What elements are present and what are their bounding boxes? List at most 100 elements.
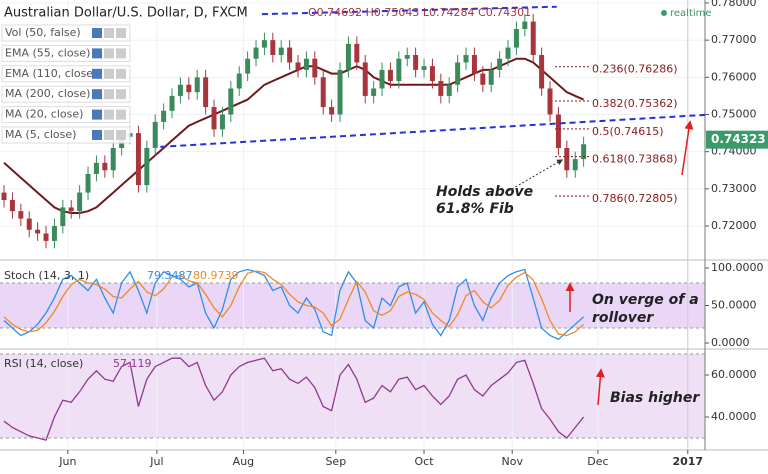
candle-body <box>169 95 175 111</box>
indicator-icon[interactable] <box>104 68 114 79</box>
fib-label: 0.236(0.76286) <box>592 63 678 76</box>
candle-body <box>497 58 503 70</box>
annotation: Bias higher <box>610 390 700 406</box>
candle-body <box>144 147 150 186</box>
candle-body <box>387 69 393 82</box>
candle-body <box>18 211 24 219</box>
fib-label: 0.618(0.73868) <box>592 153 678 166</box>
indicator-icon[interactable] <box>104 130 114 140</box>
candle-body <box>295 62 301 70</box>
candle-body <box>9 200 15 212</box>
indicator-icon[interactable] <box>92 89 102 100</box>
candle-body <box>438 81 444 96</box>
indicator-icon[interactable] <box>116 48 126 59</box>
fib-label: 0.5(0.74615) <box>592 125 664 138</box>
candle-body <box>329 107 335 115</box>
candle-body <box>421 66 427 70</box>
y-tick-label: 0.75000 <box>711 108 757 121</box>
candle-body <box>581 144 587 160</box>
candle-body <box>488 69 494 85</box>
x-tick-label: 2017 <box>672 455 703 468</box>
candle-body <box>555 114 561 148</box>
y-tick-label: 100.0000 <box>711 261 764 274</box>
y-tick-label: 40.0000 <box>711 410 757 423</box>
panel-title: RSI (14, close) <box>4 357 83 370</box>
indicator-label: Vol (50, false) <box>5 26 81 39</box>
annotation: On verge of a <box>592 292 699 308</box>
candle-body <box>245 58 251 74</box>
candle-body <box>345 43 351 70</box>
candle-body <box>152 121 158 148</box>
candle-body <box>278 47 284 56</box>
bias-arrow <box>681 120 694 176</box>
indicator-icon[interactable] <box>104 89 114 100</box>
candle-body <box>572 159 578 171</box>
indicator-icon[interactable] <box>116 28 126 38</box>
candle-body <box>43 233 49 241</box>
indicator-icon[interactable] <box>116 68 126 79</box>
indicator-icon[interactable] <box>92 48 102 59</box>
indicator-icon[interactable] <box>92 130 102 140</box>
candle-body <box>77 192 83 212</box>
candle-body <box>371 88 377 96</box>
indicator-icon[interactable] <box>92 28 102 38</box>
candle-body <box>429 66 435 82</box>
candle-body <box>102 162 108 171</box>
annotation-arrow <box>504 159 564 194</box>
indicator-label: MA (5, close) <box>5 128 76 141</box>
candle-body <box>396 58 402 82</box>
legend-value: 79.3487 <box>147 269 193 282</box>
candle-body <box>455 62 461 85</box>
last-price-tag <box>706 130 768 149</box>
indicator-icon[interactable] <box>104 28 114 38</box>
trendline <box>160 113 706 148</box>
indicator-icon[interactable] <box>92 68 102 79</box>
candle-body <box>253 47 259 59</box>
candle-body <box>1 192 7 201</box>
y-tick-label: 0.78000 <box>711 0 757 9</box>
legend-value: 57.119 <box>113 357 152 370</box>
candle-body <box>513 28 519 48</box>
candle-body <box>312 58 318 78</box>
indicator-icon[interactable] <box>116 89 126 100</box>
candle-body <box>463 55 469 63</box>
candle-body <box>26 218 32 230</box>
y-tick-label: 0.77000 <box>711 33 757 46</box>
candle-body <box>219 114 225 130</box>
candle-body <box>203 77 209 108</box>
candle-body <box>480 73 486 85</box>
indicator-icon[interactable] <box>104 48 114 59</box>
indicator-icon[interactable] <box>116 109 126 120</box>
y-tick-label: 0.72000 <box>711 219 757 232</box>
y-tick-label: 0.0000 <box>711 336 750 349</box>
x-tick-label: Nov <box>501 455 523 468</box>
candle-body <box>211 107 217 130</box>
candle-body <box>261 40 267 48</box>
realtime-label: realtime <box>670 8 712 19</box>
band-fill <box>0 353 705 439</box>
indicator-icon[interactable] <box>92 109 102 120</box>
y-tick-label: 0.76000 <box>711 70 757 83</box>
candle-body <box>320 77 326 108</box>
candle-body <box>161 110 167 122</box>
indicator-icon[interactable] <box>116 130 126 140</box>
candle-body <box>228 88 234 115</box>
candle-body <box>35 229 41 234</box>
series-line <box>3 57 585 214</box>
indicator-label: EMA (110, close) <box>5 67 97 80</box>
candle-body <box>303 58 309 70</box>
series-line <box>3 268 585 341</box>
candle-body <box>194 77 200 93</box>
legend-value: 80.9739 <box>193 269 239 282</box>
candle-body <box>337 69 343 115</box>
candle-body <box>93 162 99 174</box>
x-tick-label: Jun <box>58 455 76 468</box>
candle-body <box>471 55 477 74</box>
indicator-icon[interactable] <box>104 109 114 120</box>
indicator-label: MA (20, close) <box>5 108 83 121</box>
candle-body <box>404 55 410 59</box>
candle-body <box>110 147 116 171</box>
trendline <box>261 5 557 16</box>
annotation: rollover <box>592 310 654 326</box>
